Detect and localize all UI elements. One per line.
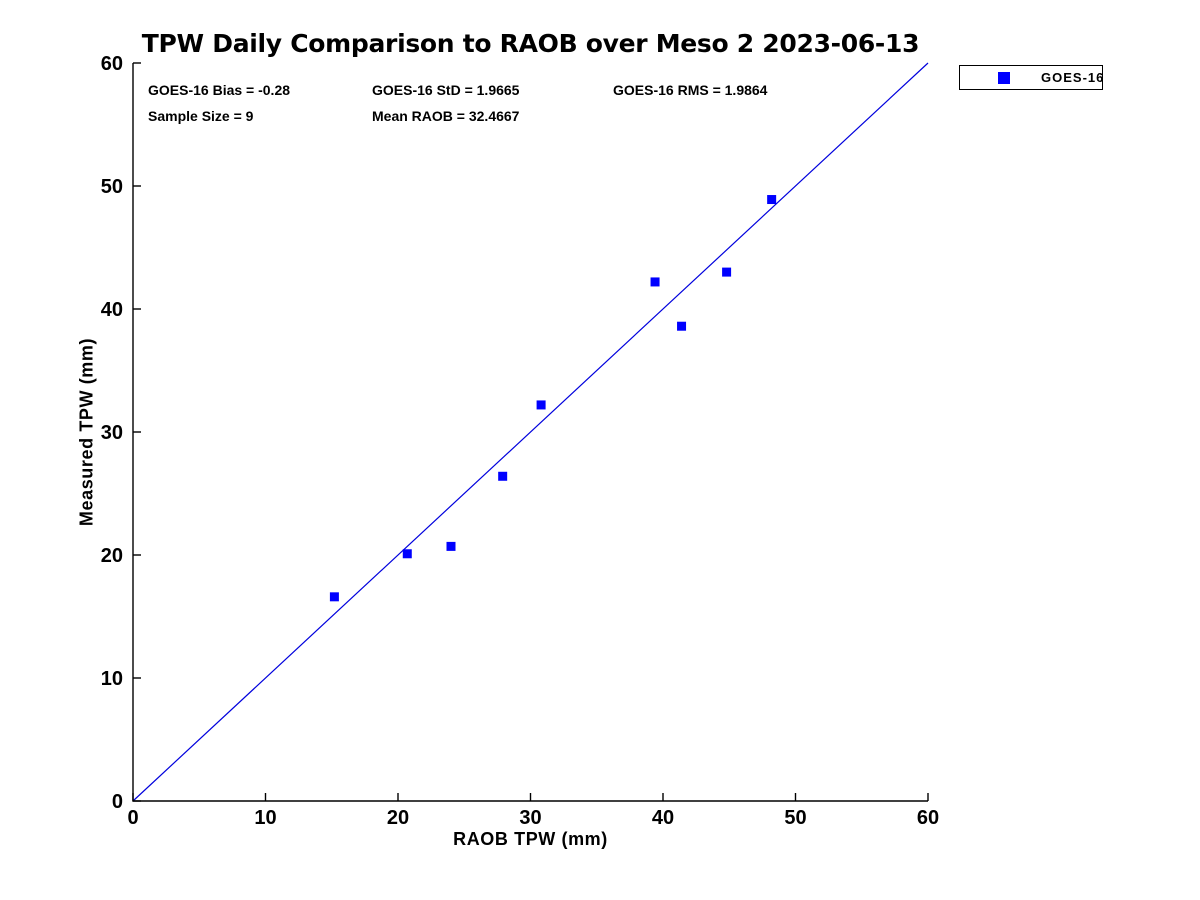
stat-mean-raob: Mean RAOB = 32.4667 [372,108,520,124]
x-tick-label: 50 [784,807,806,829]
stat-std: GOES-16 StD = 1.9665 [372,82,520,98]
data-point-marker [767,195,777,205]
x-tick-label: 20 [387,807,409,829]
stat-rms: GOES-16 RMS = 1.9864 [613,82,768,98]
y-tick-label: 30 [101,422,123,444]
y-tick-label: 10 [101,668,123,690]
data-point-marker [722,267,732,277]
data-point-marker [402,549,412,559]
x-tick-label: 30 [519,807,541,829]
legend: GOES-16 [959,65,1103,90]
y-tick-label: 60 [101,53,123,75]
legend-square-marker-icon [998,71,1010,84]
data-point-marker [536,400,546,410]
y-axis-label: Measured TPW (mm) [76,337,97,527]
x-tick-label: 60 [917,807,939,829]
data-point-marker [329,592,339,602]
data-point-marker [650,277,660,287]
x-tick-label: 10 [254,807,276,829]
x-tick-label: 40 [652,807,674,829]
x-tick-label: 0 [127,807,138,829]
data-point-marker [677,321,687,331]
y-tick-label: 40 [101,299,123,321]
stat-sample-size: Sample Size = 9 [148,108,254,124]
stat-bias: GOES-16 Bias = -0.28 [148,82,291,98]
x-axis-label: RAOB TPW (mm) [453,829,608,849]
legend-label: GOES-16 [1041,70,1105,85]
data-point-marker [498,471,508,481]
identity-line [132,62,929,802]
y-tick-label: 20 [101,545,123,567]
y-tick-label: 0 [112,791,123,813]
y-tick-label: 50 [101,176,123,198]
chart-title: TPW Daily Comparison to RAOB over Meso 2… [141,29,920,58]
data-point-marker [446,541,456,551]
